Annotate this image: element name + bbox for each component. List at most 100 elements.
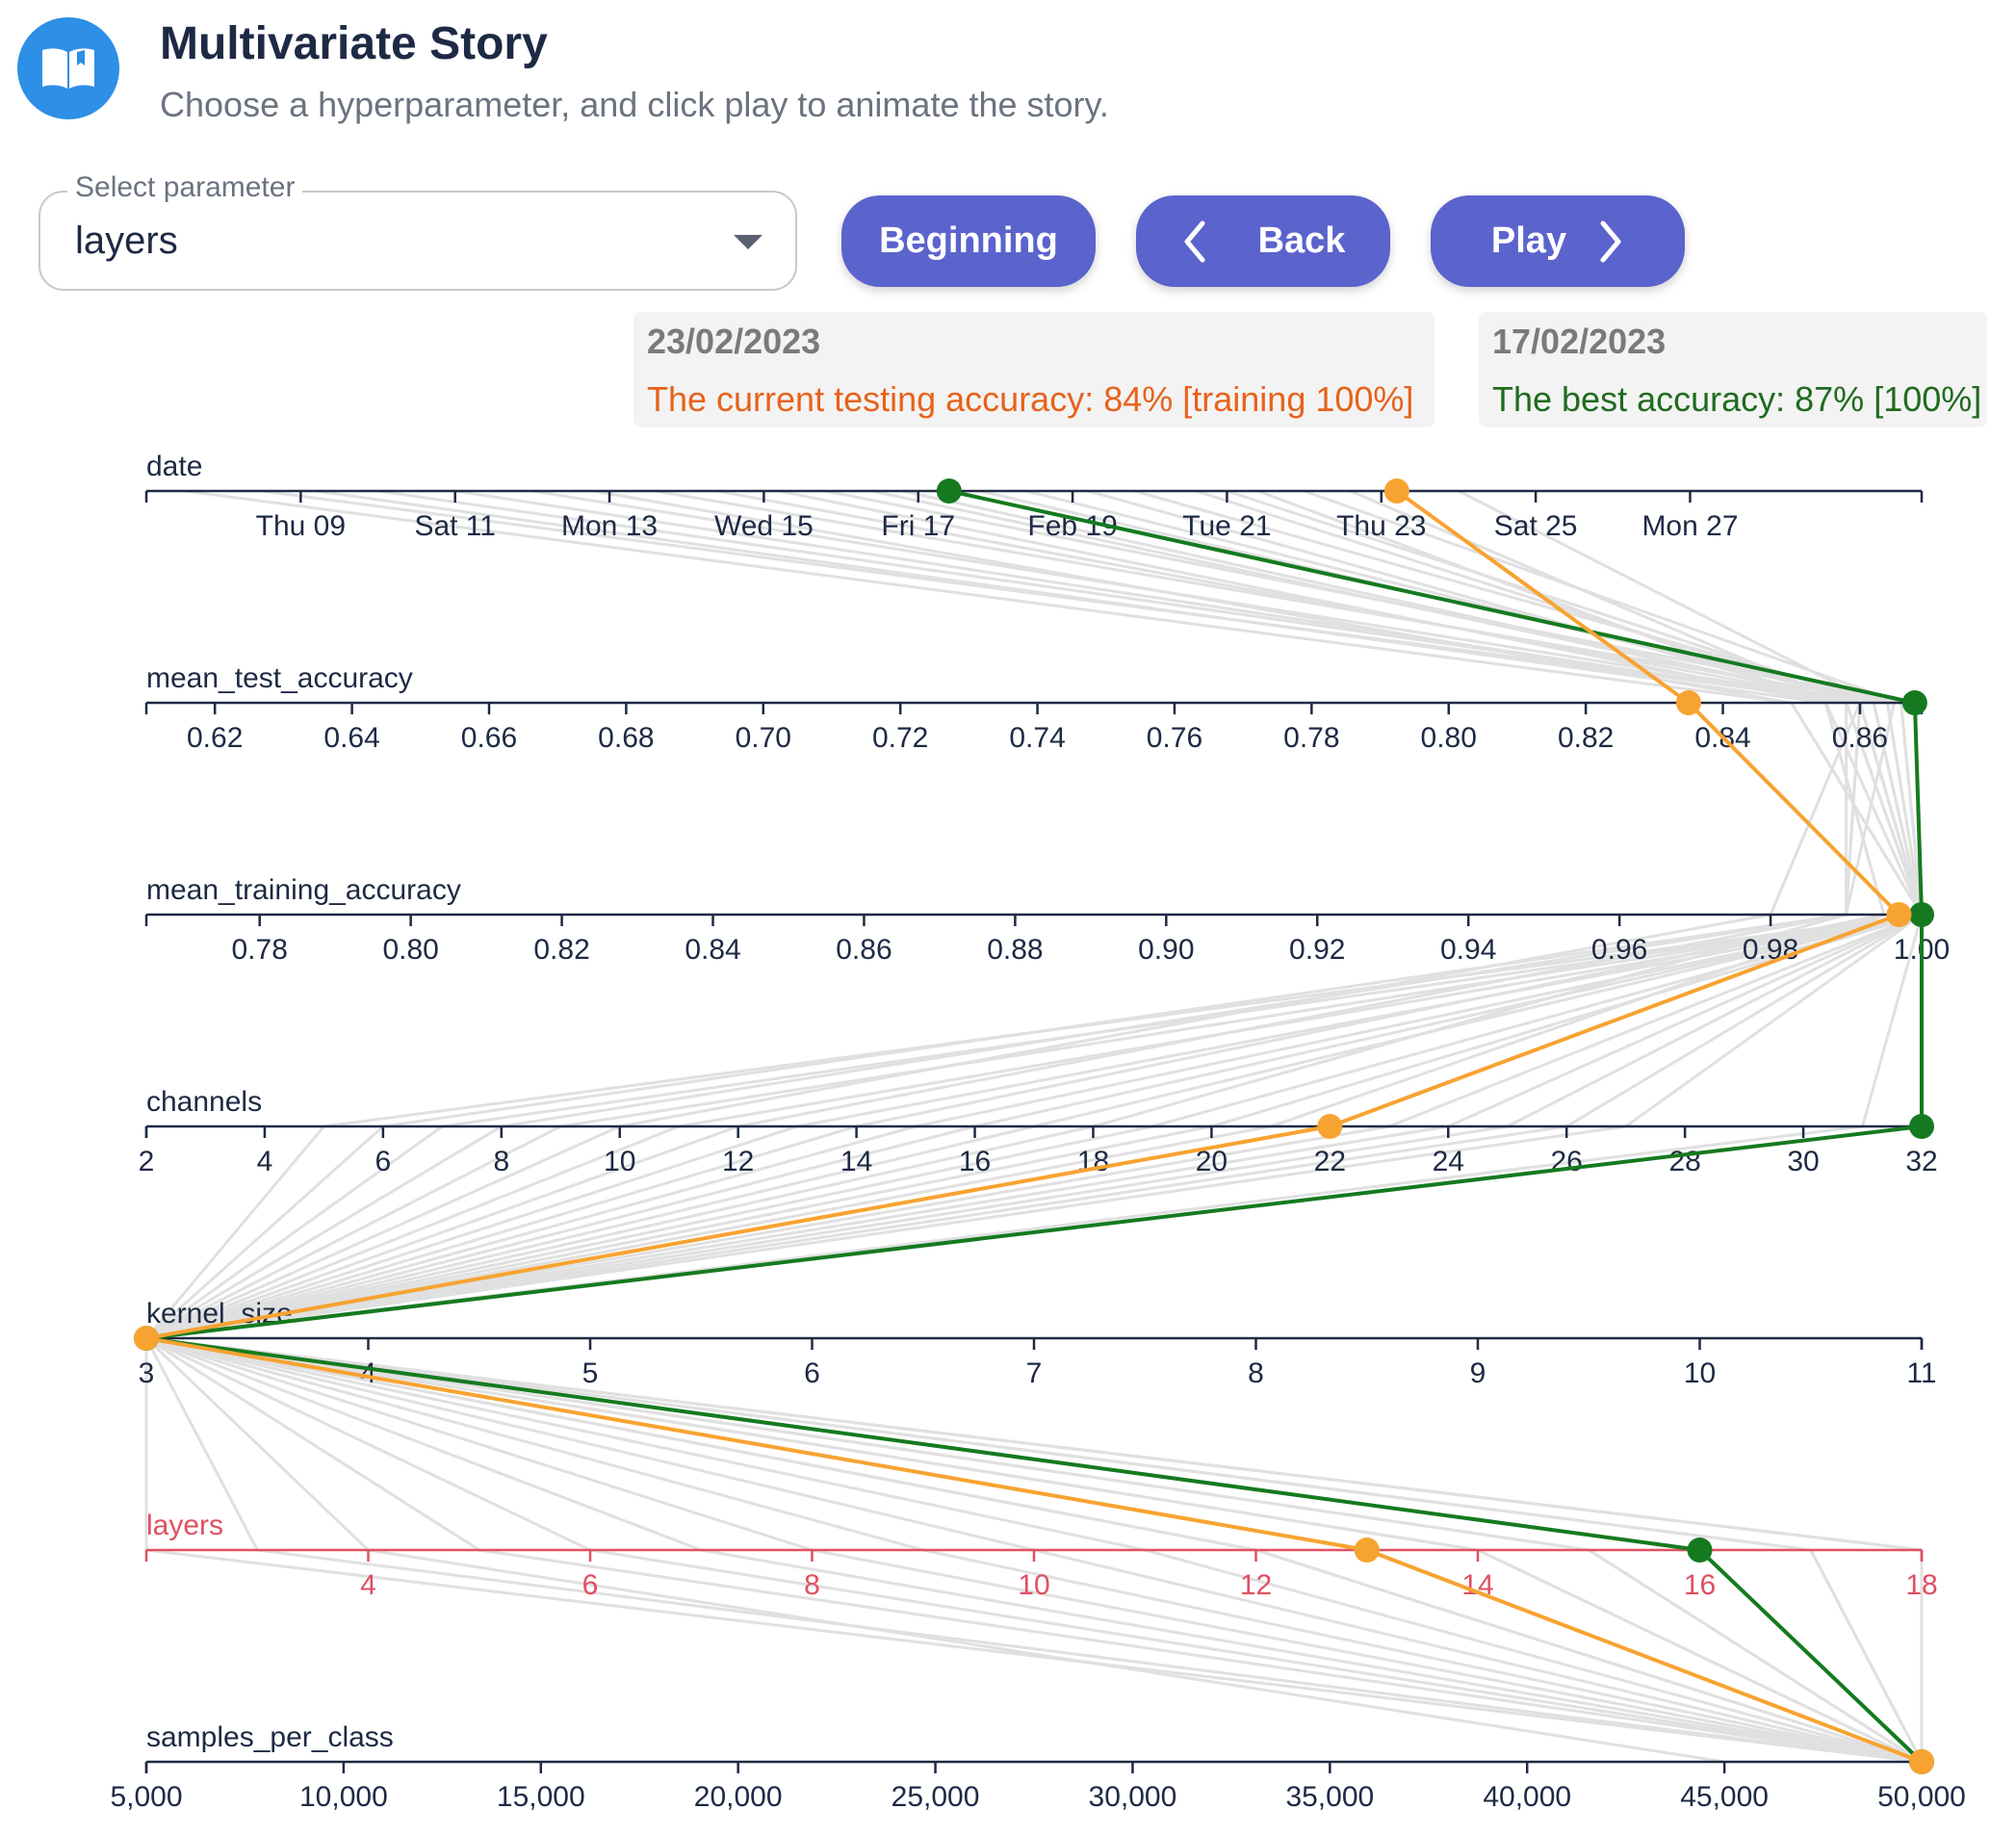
axis-title: layers bbox=[146, 1510, 223, 1541]
tick-label: 3 bbox=[139, 1357, 155, 1389]
tick-label: 20,000 bbox=[694, 1781, 783, 1813]
open-book-icon bbox=[17, 17, 119, 119]
tick-label: Mon 13 bbox=[561, 510, 658, 542]
tick-label: 0.80 bbox=[382, 934, 438, 966]
tick-label: 16 bbox=[1684, 1569, 1716, 1601]
tick-label: 15,000 bbox=[497, 1781, 585, 1813]
current-run-point bbox=[1909, 1749, 1934, 1774]
tick-label: Thu 09 bbox=[256, 510, 346, 542]
tick-label: 0.84 bbox=[685, 934, 740, 966]
tick-label: 0.66 bbox=[461, 722, 517, 754]
chevron-left-icon bbox=[1184, 220, 1205, 262]
tick-label: Wed 15 bbox=[714, 510, 814, 542]
tick-label: 0.70 bbox=[736, 722, 791, 754]
tick-label: 6 bbox=[804, 1357, 820, 1389]
tick-label: 0.80 bbox=[1421, 722, 1477, 754]
play-button[interactable]: Play bbox=[1431, 195, 1685, 287]
current-run-point bbox=[1317, 1114, 1343, 1139]
tick-label: 30,000 bbox=[1089, 1781, 1177, 1813]
tick-label: 0.78 bbox=[1283, 722, 1339, 754]
best-run-point bbox=[936, 478, 962, 504]
tick-label: 30 bbox=[1787, 1146, 1819, 1177]
tick-label: 0.64 bbox=[323, 722, 379, 754]
tick-label: 0.78 bbox=[232, 934, 288, 966]
axis-samples-per-class: samples_per_class 5,000 10,000 15,000 20,000… bbox=[110, 1721, 1965, 1813]
tick-label: Sat 25 bbox=[1494, 510, 1578, 542]
current-run bbox=[134, 478, 1934, 1774]
tick-label: 0.90 bbox=[1138, 934, 1194, 966]
best-run-date: 17/02/2023 bbox=[1492, 322, 1667, 361]
tick-label: 12 bbox=[722, 1146, 754, 1177]
tick-label: 32 bbox=[1905, 1146, 1937, 1177]
tick-label: 24 bbox=[1433, 1146, 1464, 1177]
select-value: layers bbox=[75, 220, 178, 262]
tick-label: 0.76 bbox=[1147, 722, 1202, 754]
tick-label: 0.86 bbox=[1832, 722, 1888, 754]
tick-label: 0.72 bbox=[872, 722, 928, 754]
tick-label: 8 bbox=[1248, 1357, 1264, 1389]
current-run-point bbox=[1675, 690, 1701, 715]
tick-label: 0.86 bbox=[836, 934, 892, 966]
back-button[interactable]: Back bbox=[1136, 195, 1390, 287]
tick-label: Tue 21 bbox=[1182, 510, 1271, 542]
beginning-button-label: Beginning bbox=[879, 220, 1058, 261]
tick-label: 0.68 bbox=[598, 722, 654, 754]
parameter-select[interactable]: Select parameter layers bbox=[39, 171, 797, 291]
tick-label: 10 bbox=[604, 1146, 635, 1177]
tick-label: 4 bbox=[360, 1357, 376, 1389]
current-run-date: 23/02/2023 bbox=[647, 322, 821, 361]
tick-label: 26 bbox=[1551, 1146, 1583, 1177]
caret-down-icon[interactable] bbox=[734, 235, 762, 249]
tick-label: 10,000 bbox=[299, 1781, 388, 1813]
tick-label: 9 bbox=[1470, 1357, 1486, 1389]
tick-label: 5 bbox=[582, 1357, 599, 1389]
tick-label: 25,000 bbox=[892, 1781, 980, 1813]
axis-mean-test-accuracy: mean_test_accuracy 0.62 0.64 0.66 0.68 0.70 0.… bbox=[144, 662, 1924, 754]
page-subtitle: Choose a hyperparameter, and click play … bbox=[160, 85, 1109, 124]
beginning-button[interactable]: Beginning bbox=[841, 195, 1096, 287]
tick-label: 10 bbox=[1684, 1357, 1716, 1389]
best-run-info: 17/02/2023 The best accuracy: 87% [100%] bbox=[1479, 312, 1987, 427]
current-run-info: 23/02/2023 The current testing accuracy:… bbox=[633, 312, 1434, 427]
tick-label: 4 bbox=[360, 1569, 376, 1601]
axis-title: mean_test_accuracy bbox=[146, 662, 413, 694]
tick-label: Thu 23 bbox=[1336, 510, 1426, 542]
tick-label: 45,000 bbox=[1680, 1781, 1769, 1813]
tick-label: 40,000 bbox=[1483, 1781, 1571, 1813]
tick-label: 0.98 bbox=[1743, 934, 1798, 966]
current-run-message: The current testing accuracy: 84% [train… bbox=[647, 379, 1414, 419]
tick-label: Mon 27 bbox=[1641, 510, 1738, 542]
tick-label: 28 bbox=[1668, 1146, 1700, 1177]
tick-label: 11 bbox=[1906, 1357, 1936, 1389]
tick-label: 16 bbox=[959, 1146, 991, 1177]
tick-label: 0.62 bbox=[187, 722, 243, 754]
best-run-point bbox=[1909, 902, 1934, 927]
tick-label: 35,000 bbox=[1285, 1781, 1374, 1813]
best-run-point bbox=[1901, 690, 1927, 715]
current-run-point bbox=[134, 1326, 159, 1351]
tick-label: 6 bbox=[582, 1569, 599, 1601]
tick-label: 5,000 bbox=[110, 1781, 182, 1813]
tick-label: 10 bbox=[1018, 1569, 1049, 1601]
tick-label: 6 bbox=[375, 1146, 392, 1177]
tick-label: 0.82 bbox=[533, 934, 589, 966]
current-run-point bbox=[1886, 902, 1912, 927]
tick-label: 0.74 bbox=[1009, 722, 1065, 754]
tick-label: 14 bbox=[840, 1146, 872, 1177]
tick-label: 8 bbox=[493, 1146, 509, 1177]
best-run-message: The best accuracy: 87% [100%] bbox=[1492, 379, 1982, 419]
axis-title: channels bbox=[146, 1086, 262, 1118]
tick-label: 0.88 bbox=[987, 934, 1043, 966]
tick-label: 0.92 bbox=[1289, 934, 1345, 966]
axis-title: date bbox=[146, 451, 202, 482]
tick-label: 0.82 bbox=[1558, 722, 1614, 754]
axis-title: samples_per_class bbox=[146, 1721, 394, 1753]
tick-label: Fri 17 bbox=[881, 510, 955, 542]
tick-label: 8 bbox=[804, 1569, 820, 1601]
tick-label: 0.94 bbox=[1440, 934, 1496, 966]
select-label: Select parameter bbox=[67, 171, 303, 204]
